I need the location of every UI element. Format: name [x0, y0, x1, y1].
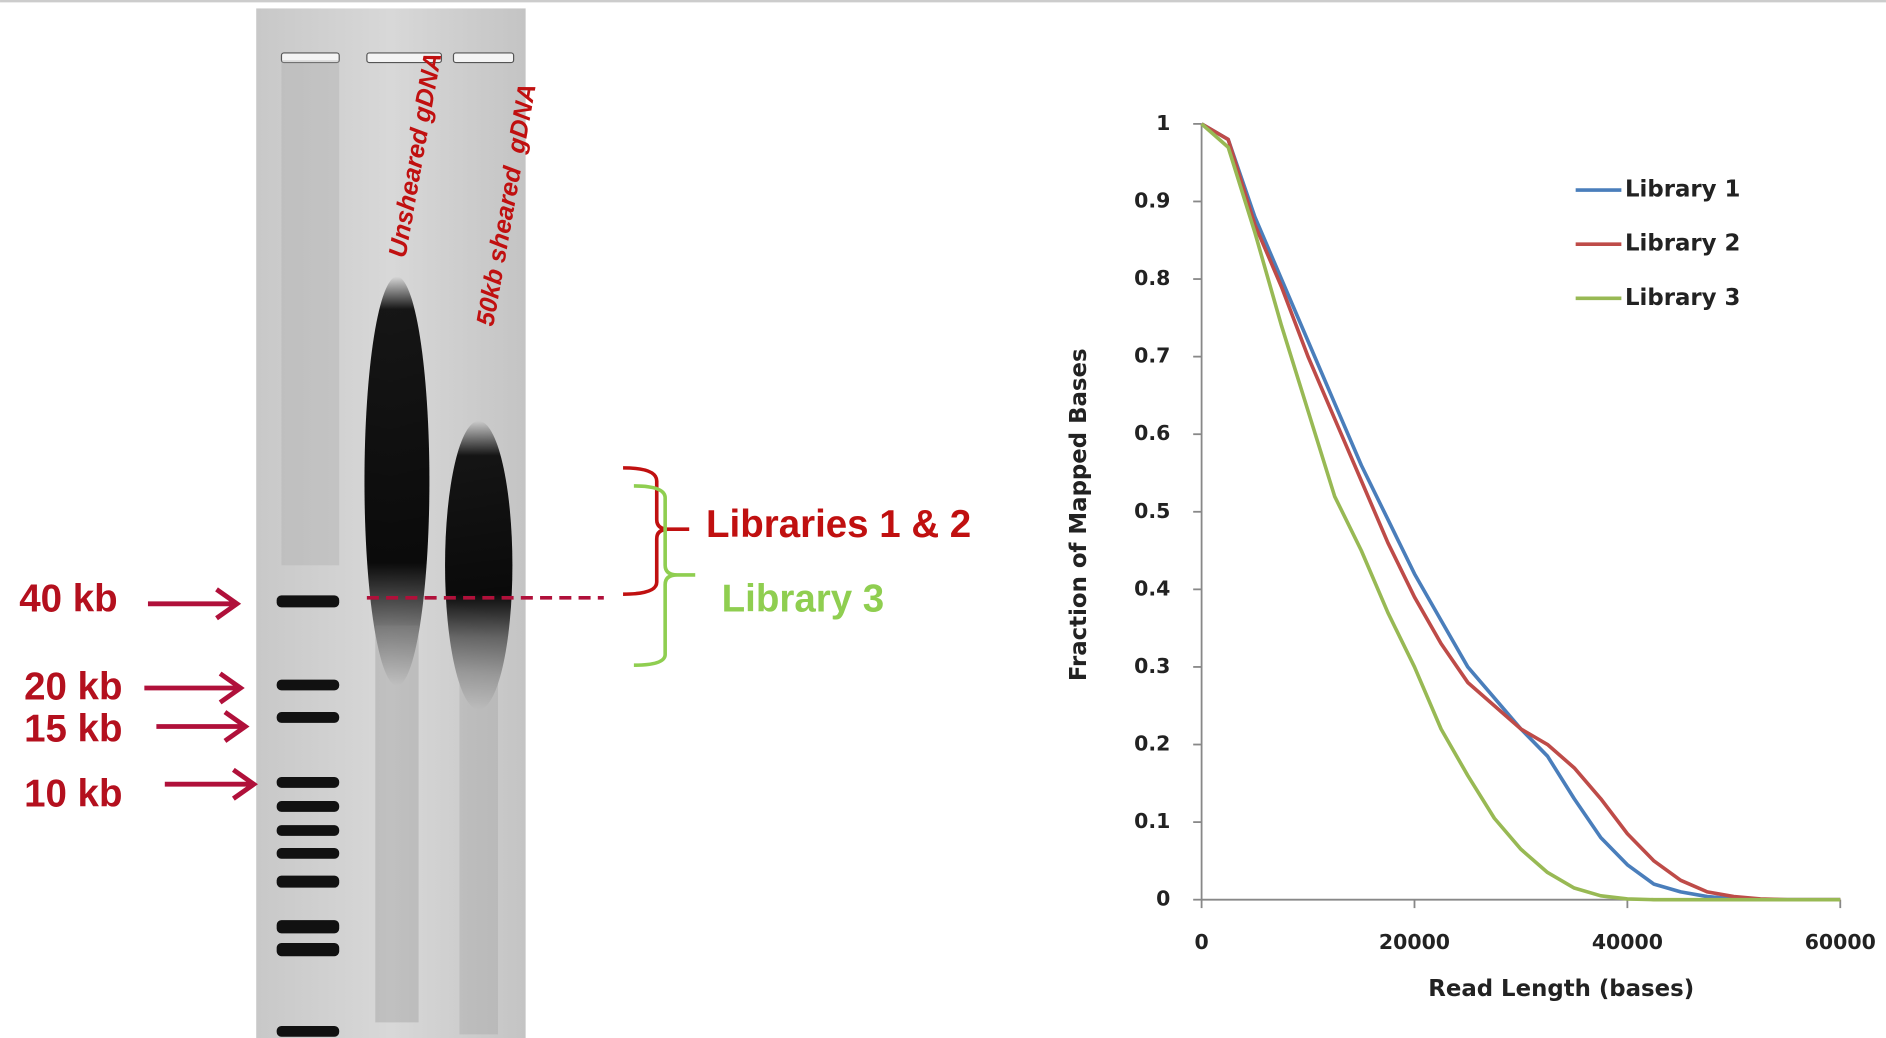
x-tick-label: 60000 [1805, 930, 1876, 954]
marker-label: 15 kb [24, 707, 122, 750]
y-tick-label: 0.8 [1134, 266, 1170, 290]
x-tick-label: 0 [1194, 930, 1208, 954]
y-tick-label: 0.5 [1134, 499, 1170, 523]
marker-label: 20 kb [24, 665, 122, 708]
y-tick-label: 0.9 [1134, 188, 1170, 212]
bracket-label: Libraries 1 & 2 [706, 503, 971, 546]
series-line [1202, 124, 1841, 900]
y-tick-label: 0.3 [1134, 654, 1170, 678]
marker-label: 40 kb [19, 578, 117, 621]
legend-label: Library 3 [1625, 285, 1740, 311]
gel-image [256, 8, 525, 1038]
y-tick-label: 0 [1156, 887, 1170, 911]
page: Unsheared gDNA 50kb sheared gDNA 40 kb 2… [0, 0, 1886, 1038]
legend-label: Library 1 [1625, 177, 1740, 203]
x-tick-label: 40000 [1592, 930, 1663, 954]
y-tick-label: 0.6 [1134, 421, 1170, 445]
y-tick-label: 1 [1156, 111, 1170, 135]
plot: 0 0.1 0.2 0.3 0.4 0.5 0.6 0.7 0.8 0.9 1 0 20000 40000… [1134, 111, 1876, 954]
bracket-label: Library 3 [722, 578, 885, 621]
series-line [1202, 124, 1841, 900]
y-tick-label: 0.7 [1134, 344, 1170, 368]
legend-label: Library 2 [1625, 231, 1740, 257]
figure: Unsheared gDNA 50kb sheared gDNA 40 kb 2… [0, 0, 1886, 1038]
marker-arrows [144, 589, 253, 798]
x-axis-title: Read Length (bases) [1428, 976, 1694, 1002]
x-tick-label: 20000 [1379, 930, 1450, 954]
y-tick-label: 0.2 [1134, 732, 1170, 756]
marker-label: 10 kb [24, 772, 122, 815]
y-tick-label: 0.1 [1134, 809, 1170, 833]
y-tick-label: 0.4 [1134, 576, 1170, 600]
bracket [634, 486, 695, 665]
y-axis-title: Fraction of Mapped Bases [1066, 348, 1092, 681]
series-line [1202, 124, 1841, 900]
